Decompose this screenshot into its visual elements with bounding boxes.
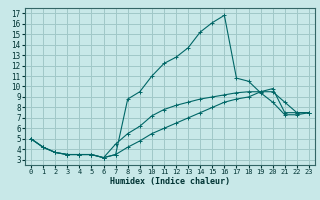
X-axis label: Humidex (Indice chaleur): Humidex (Indice chaleur) [110,177,230,186]
